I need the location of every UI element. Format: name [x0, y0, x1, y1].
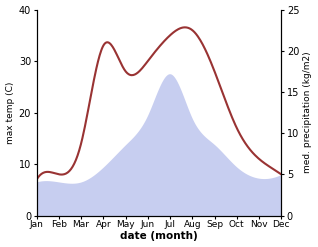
X-axis label: date (month): date (month): [120, 231, 198, 242]
Y-axis label: max temp (C): max temp (C): [5, 81, 15, 144]
Y-axis label: med. precipitation (kg/m2): med. precipitation (kg/m2): [303, 52, 313, 173]
